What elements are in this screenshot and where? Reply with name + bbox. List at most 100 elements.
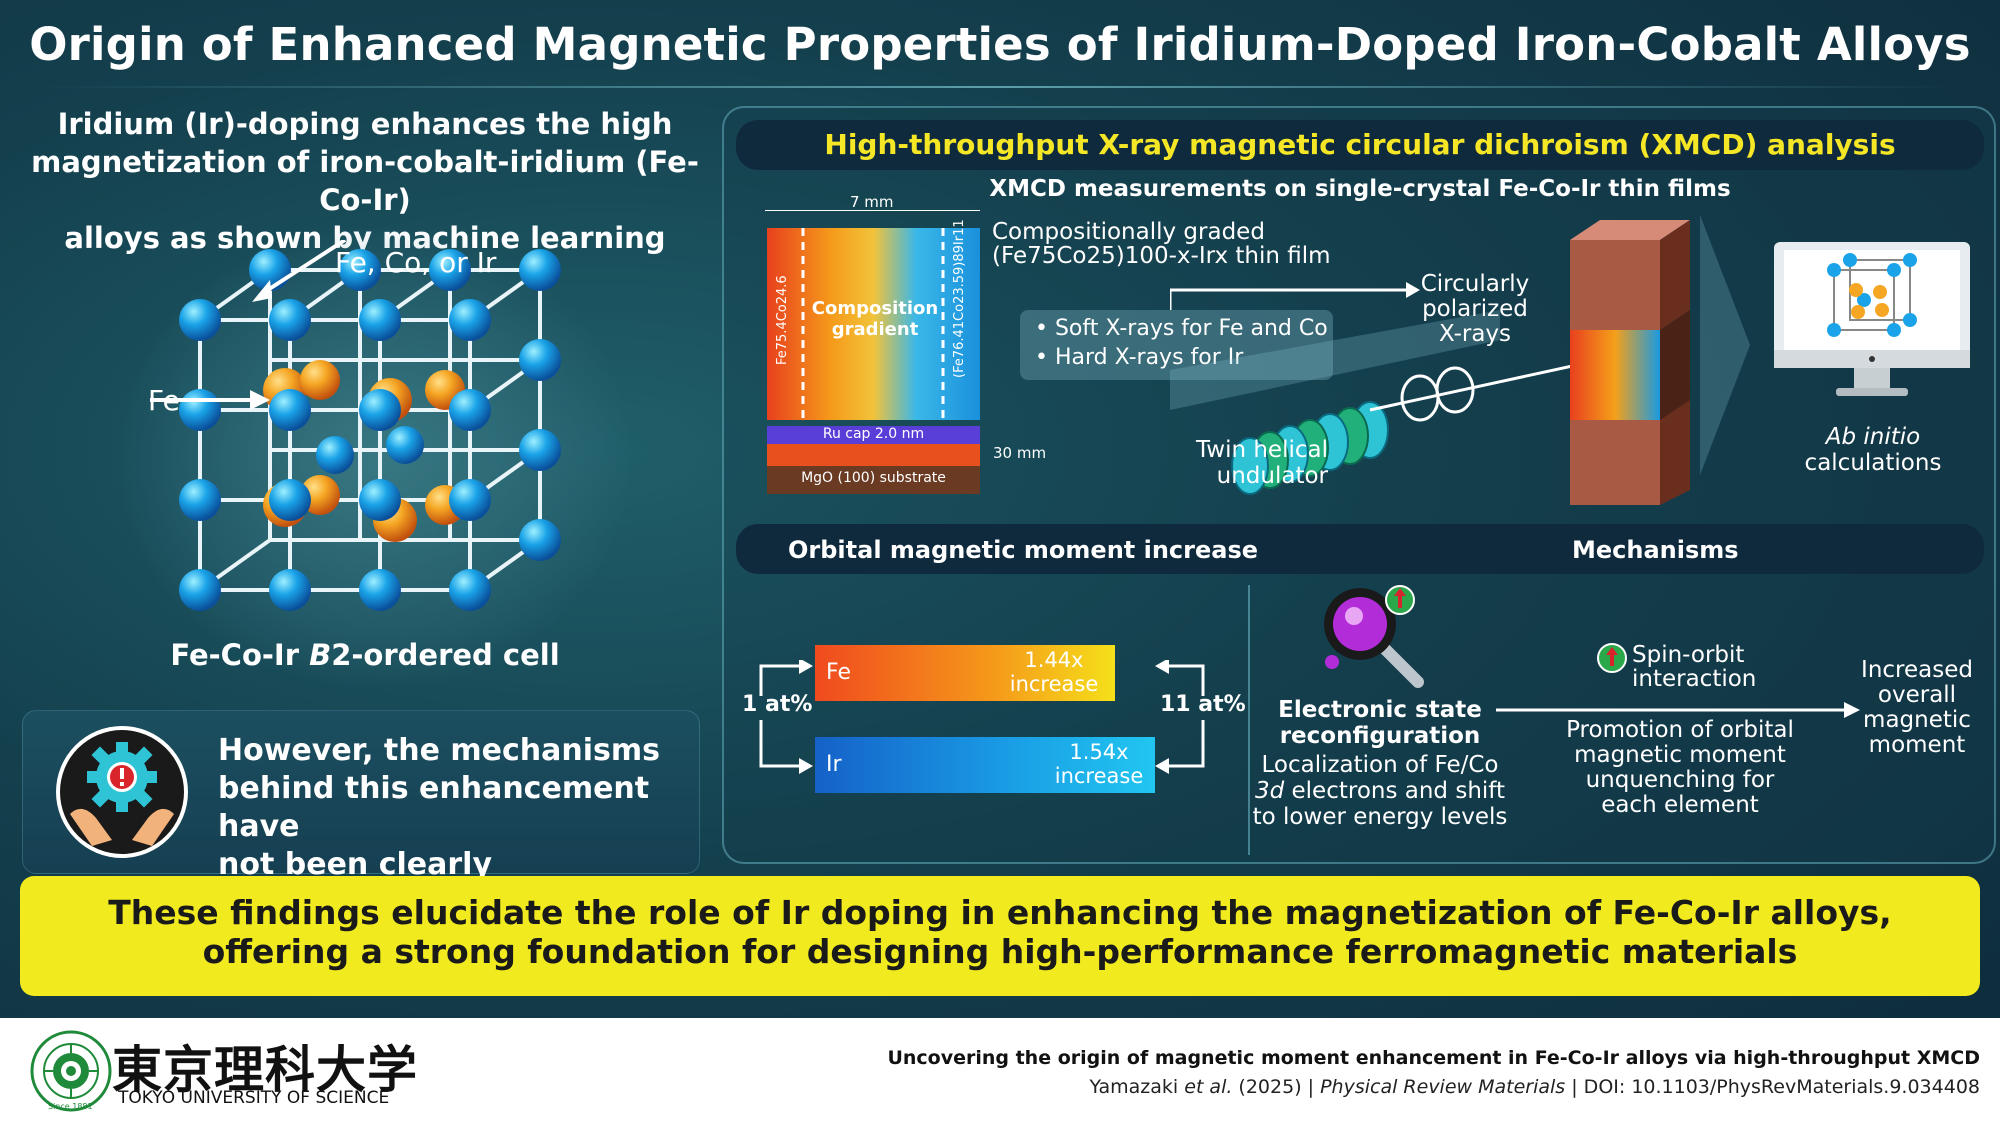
cell-caption-post: 2-ordered cell (331, 638, 560, 672)
ref-journal: Physical Review Materials (1320, 1076, 1566, 1098)
paper-reference: Yamazaki et al. (2025) | Physical Review… (1090, 1076, 1980, 1098)
arrow-right-icon (1496, 702, 1860, 718)
main-title: Origin of Enhanced Magnetic Properties o… (29, 18, 1971, 71)
xmcd-title: High-throughput X-ray magnetic circular … (824, 128, 1896, 161)
cell-caption-italic: B (309, 638, 332, 672)
mechanisms-title: Mechanisms (1572, 536, 1739, 564)
paper-title: Uncovering the origin of magnetic moment… (887, 1047, 1980, 1069)
orbital-mechanisms-band (736, 524, 1984, 574)
electronic-state-label: Electronic state reconfiguration (1270, 697, 1490, 749)
gear-hands-icon (56, 726, 188, 858)
fe-label: Fe (148, 384, 180, 417)
conclusion-line: offering a strong foundation for designi… (202, 932, 1798, 971)
local-line: to lower energy levels (1252, 804, 1508, 830)
abinitio-rest: calculations (1804, 450, 1942, 476)
local-italic: 3d (1254, 778, 1285, 804)
conclusion-line: These findings elucidate the role of Ir … (108, 893, 1892, 932)
increased-moment-text: Increased overall magnetic moment (1852, 658, 1982, 758)
bullet-hard: • Hard X-rays for Ir (1035, 345, 1244, 370)
undulator-line: Twin helical (1196, 437, 1328, 463)
ir-increase-bar (815, 737, 1155, 793)
film-desc-line: (Fe75Co25)100-x-Irx thin film (992, 243, 1331, 269)
up-arrow-icon (1597, 643, 1627, 673)
monitor-icon (1774, 242, 1970, 396)
polarized-label: Circularly polarized X-rays (1395, 272, 1555, 347)
gradient-label: Composition gradient (805, 298, 945, 340)
logo-since: Since 1881 (48, 1102, 93, 1111)
promo-line: magnetic moment (1574, 742, 1786, 768)
left-heading-line: magnetization of iron-cobalt-iridium (Fe… (31, 145, 699, 217)
section-divider (1248, 585, 1250, 855)
promo-line: each element (1601, 792, 1759, 818)
promo-line: unquenching for (1585, 767, 1775, 793)
title-divider (40, 86, 1960, 88)
fe-bar-label: Fe (826, 660, 851, 685)
abinitio-label: Ab initio calculations (1757, 424, 1989, 476)
undulator-label: Twin helical undulator (1180, 437, 1328, 489)
ru-cap-label: Ru cap 2.0 nm (822, 426, 925, 442)
bullet-soft: • Soft X-rays for Fe and Co (1035, 316, 1328, 341)
left-heading-line: Iridium (Ir)-doping enhances the high (57, 107, 673, 141)
sites-label: Fe, Co, or Ir (335, 246, 497, 279)
b2-lattice-diagram (150, 240, 561, 611)
ref-doi: | DOI: 10.1103/PhysRevMaterials.9.034408 (1565, 1076, 1980, 1098)
conclusion-text: These findings elucidate the role of Ir … (20, 893, 1980, 971)
promo-line: Promotion of orbital (1566, 717, 1794, 743)
sample-holder (1570, 220, 1690, 505)
magnifier-icon (1324, 585, 1424, 688)
fe-value-line: 1.44x (1024, 648, 1084, 672)
xray-types-box (1020, 310, 1333, 380)
xmcd-subtitle: XMCD measurements on single-crystal Fe-C… (989, 176, 1731, 202)
ir-increase-value: 1.54x increase (1040, 740, 1158, 788)
spin-orbit-label: Spin-orbit interaction (1632, 643, 1756, 691)
substrate-label: MgO (100) substrate (801, 470, 946, 486)
fe-increase-bar (815, 645, 1115, 701)
left-heading-line: alloys as shown by machine learning (64, 221, 666, 255)
gradient-label-line: gradient (831, 319, 919, 340)
film-description: Compositionally graded (Fe75Co25)100-x-I… (992, 220, 1331, 268)
fe-value-line: increase (1009, 672, 1099, 696)
footer (0, 1018, 2000, 1125)
promotion-text: Promotion of orbital magnetic moment unq… (1530, 718, 1830, 818)
local-line: Localization of Fe/Co (1261, 752, 1499, 778)
ir-value-line: increase (1054, 764, 1144, 788)
ref-etal: et al. (1184, 1076, 1233, 1098)
xmcd-title-band (736, 120, 1984, 170)
local-rest: electrons and shift (1284, 778, 1506, 804)
left-concentration: 1 at% (742, 692, 813, 717)
undulator-line: undulator (1216, 463, 1328, 489)
gradient-label-line: Composition (811, 298, 939, 319)
polarized-line: X-rays (1438, 321, 1512, 347)
polarized-line: Circularly (1420, 271, 1530, 297)
increased-line: overall (1877, 682, 1957, 708)
polarized-line: polarized (1422, 296, 1528, 322)
increased-line: moment (1868, 732, 1966, 758)
film-desc-line: Compositionally graded (992, 219, 1265, 245)
local-line: 3d electrons and shift (1250, 778, 1510, 804)
abinitio-italic: Ab initio (1825, 424, 1921, 450)
increased-line: Increased (1861, 657, 1973, 683)
film-width-label: 7 mm (850, 193, 894, 211)
corner-atoms (179, 249, 561, 611)
left-composition: Fe75.4Co24.6 (775, 275, 790, 365)
warning-line: behind this enhancement have (218, 771, 650, 844)
left-heading: Iridium (Ir)-doping enhances the high ma… (20, 105, 710, 257)
ref-authors: Yamazaki (1089, 1076, 1185, 1098)
university-name-en: TOKYO UNIVERSITY OF SCIENCE (118, 1088, 390, 1108)
cell-caption-pre: Fe-Co-Ir (170, 638, 310, 672)
orbital-title: Orbital magnetic moment increase (788, 536, 1259, 564)
concentration-brackets (759, 660, 1205, 774)
spin-line: interaction (1632, 666, 1757, 692)
graded-film-diagram (765, 210, 980, 494)
spin-line: Spin-orbit (1632, 642, 1745, 668)
fe-increase-value: 1.44x increase (995, 648, 1113, 696)
localization-text: Localization of Fe/Co 3d electrons and s… (1250, 752, 1510, 830)
right-concentration: 11 at% (1160, 692, 1246, 717)
chevron-right-icon (1700, 215, 1750, 475)
increased-line: magnetic (1863, 707, 1971, 733)
cell-caption: Fe-Co-Ir B2-ordered cell (130, 638, 600, 672)
ir-bar-label: Ir (826, 752, 842, 777)
university-name-jp: 東京理科大学 (112, 1040, 418, 1099)
conclusion-banner (20, 876, 1980, 996)
thickness-label: 30 mm (993, 444, 1047, 462)
